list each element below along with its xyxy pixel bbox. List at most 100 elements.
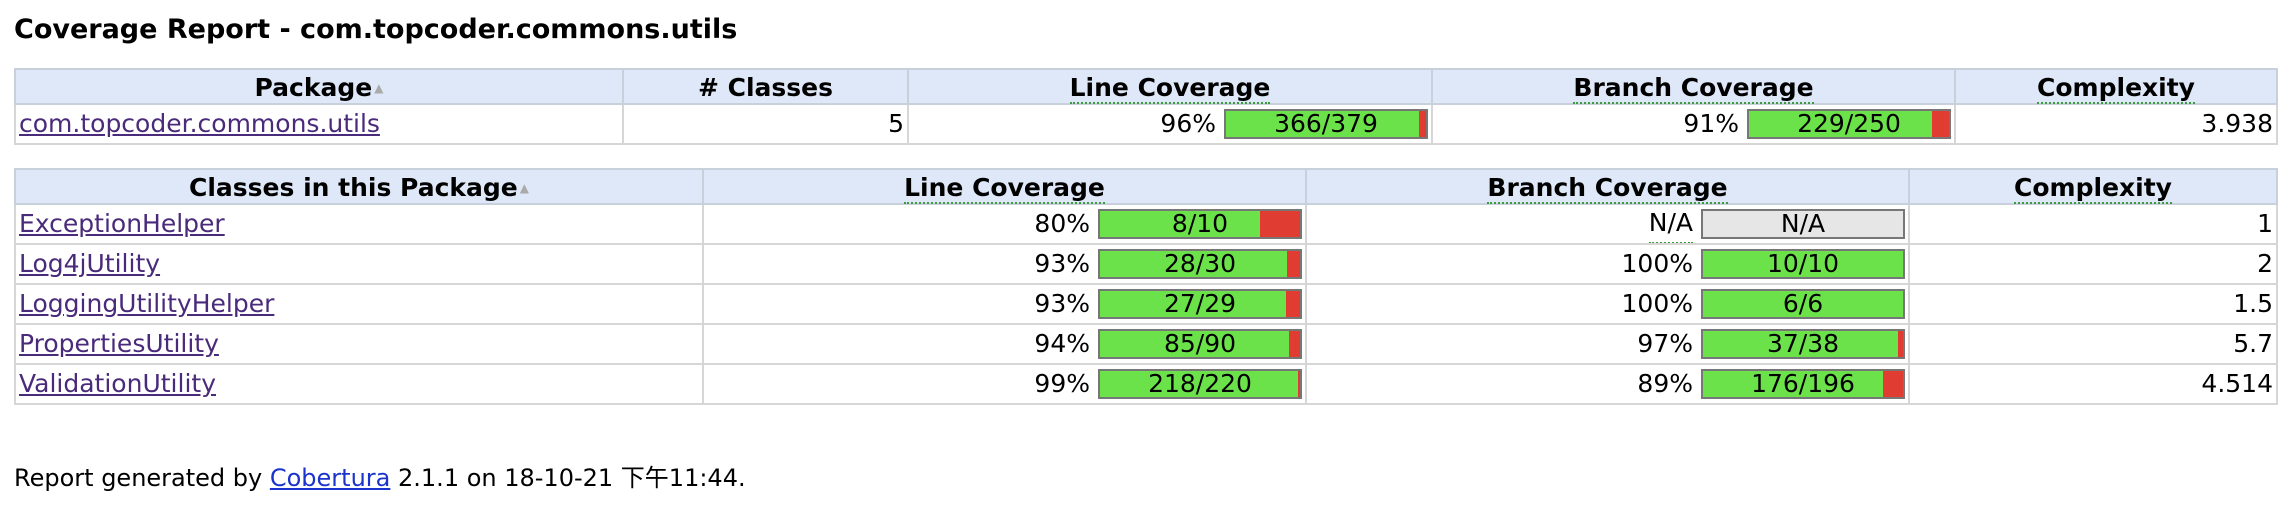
class-branch-coverage: 100% 10/10 bbox=[1305, 243, 1910, 285]
class-complexity: 4.514 bbox=[1908, 363, 2278, 405]
table-row: LoggingUtilityHelper 93% 27/29 100% 6/6 1.5 bbox=[14, 283, 2278, 325]
package-row: com.topcoder.commons.utils 5 96% 366/379… bbox=[14, 103, 2278, 145]
package-branch-coverage: 91% 229/250 bbox=[1431, 103, 1956, 145]
class-complexity: 2 bbox=[1908, 243, 2278, 285]
class-line-coverage: 99% 218/220 bbox=[702, 363, 1307, 405]
class-line-coverage: 94% 85/90 bbox=[702, 323, 1307, 365]
page-title: Coverage Report - com.topcoder.commons.u… bbox=[14, 14, 738, 45]
branch-coverage-percent: 97% bbox=[1637, 329, 1693, 358]
class-branch-coverage: 97% 37/38 bbox=[1305, 323, 1910, 365]
package-summary-table: Package ▲ # Classes Line Coverage Branch … bbox=[14, 68, 2278, 145]
branch-coverage-ratio: 229/250 bbox=[1797, 109, 1901, 138]
class-complexity: 5.7 bbox=[1908, 323, 2278, 365]
line-coverage-ratio: 8/10 bbox=[1171, 209, 1229, 238]
class-name-cell: LoggingUtilityHelper bbox=[14, 283, 704, 325]
header-classes-count[interactable]: # Classes bbox=[622, 68, 909, 105]
table-row: PropertiesUtility 94% 85/90 97% 37/38 5.7 bbox=[14, 323, 2278, 365]
branch-coverage-ratio: N/A bbox=[1780, 209, 1826, 238]
package-classes-count: 5 bbox=[622, 103, 909, 145]
class-table-header: Classes in this Package ▲ Line Coverage B… bbox=[14, 168, 2278, 205]
line-coverage-bar: 27/29 bbox=[1098, 289, 1302, 319]
line-coverage-bar: 366/379 bbox=[1224, 109, 1428, 139]
line-coverage-percent: 94% bbox=[1034, 329, 1090, 358]
line-coverage-bar: 85/90 bbox=[1098, 329, 1302, 359]
line-coverage-bar: 28/30 bbox=[1098, 249, 1302, 279]
branch-coverage-percent: 89% bbox=[1637, 369, 1693, 398]
header-package[interactable]: Package ▲ bbox=[14, 68, 624, 105]
line-coverage-ratio: 85/90 bbox=[1163, 329, 1237, 358]
branch-coverage-bar: 6/6 bbox=[1701, 289, 1905, 319]
header-complexity[interactable]: Complexity bbox=[1954, 68, 2278, 105]
line-coverage-ratio: 27/29 bbox=[1163, 289, 1237, 318]
header-line-coverage[interactable]: Line Coverage bbox=[702, 168, 1307, 205]
header-line-coverage[interactable]: Line Coverage bbox=[907, 68, 1433, 105]
class-complexity: 1 bbox=[1908, 203, 2278, 245]
class-link[interactable]: ExceptionHelper bbox=[19, 209, 225, 238]
class-link[interactable]: ValidationUtility bbox=[19, 369, 216, 398]
class-line-coverage: 80% 8/10 bbox=[702, 203, 1307, 245]
class-link[interactable]: LoggingUtilityHelper bbox=[19, 289, 275, 318]
class-name-cell: ValidationUtility bbox=[14, 363, 704, 405]
branch-coverage-bar: 229/250 bbox=[1747, 109, 1951, 139]
header-branch-coverage[interactable]: Branch Coverage bbox=[1305, 168, 1910, 205]
branch-coverage-ratio: 176/196 bbox=[1751, 369, 1855, 398]
class-name-cell: Log4jUtility bbox=[14, 243, 704, 285]
line-coverage-percent: 99% bbox=[1034, 369, 1090, 398]
header-branch-coverage-label: Branch Coverage bbox=[1487, 173, 1728, 204]
class-name-cell: ExceptionHelper bbox=[14, 203, 704, 245]
package-name-cell: com.topcoder.commons.utils bbox=[14, 103, 624, 145]
table-row: ValidationUtility 99% 218/220 89% 176/196 4.5… bbox=[14, 363, 2278, 405]
line-coverage-bar: 218/220 bbox=[1098, 369, 1302, 399]
branch-coverage-percent: N/A bbox=[1649, 206, 1693, 242]
line-coverage-bar: 8/10 bbox=[1098, 209, 1302, 239]
table-row: Log4jUtility 93% 28/30 100% 10/10 2 bbox=[14, 243, 2278, 285]
footer-prefix: Report generated by bbox=[14, 464, 263, 492]
class-link[interactable]: Log4jUtility bbox=[19, 249, 161, 278]
header-classes-label: Classes in this Package bbox=[189, 173, 518, 202]
branch-coverage-ratio: 10/10 bbox=[1766, 249, 1840, 278]
header-classes-in-package[interactable]: Classes in this Package ▲ bbox=[14, 168, 704, 205]
branch-coverage-ratio: 6/6 bbox=[1782, 289, 1824, 318]
line-coverage-ratio: 366/379 bbox=[1274, 109, 1378, 138]
header-package-label: Package bbox=[254, 73, 373, 102]
class-branch-coverage: N/A N/A bbox=[1305, 203, 1910, 245]
line-coverage-percent: 80% bbox=[1034, 209, 1090, 238]
class-coverage-table: Classes in this Package ▲ Line Coverage B… bbox=[14, 168, 2278, 405]
package-complexity: 3.938 bbox=[1954, 103, 2278, 145]
sort-arrow-icon: ▲ bbox=[519, 181, 529, 195]
class-line-coverage: 93% 28/30 bbox=[702, 243, 1307, 285]
line-coverage-percent: 93% bbox=[1034, 249, 1090, 278]
branch-coverage-bar: 37/38 bbox=[1701, 329, 1905, 359]
header-line-coverage-label: Line Coverage bbox=[1069, 73, 1271, 104]
header-line-coverage-label: Line Coverage bbox=[904, 173, 1105, 204]
header-complexity-label: Complexity bbox=[2037, 73, 2195, 104]
header-branch-coverage[interactable]: Branch Coverage bbox=[1431, 68, 1956, 105]
line-coverage-ratio: 28/30 bbox=[1163, 249, 1237, 278]
line-coverage-ratio: 218/220 bbox=[1148, 369, 1252, 398]
branch-coverage-bar: 10/10 bbox=[1701, 249, 1905, 279]
class-branch-coverage: 100% 6/6 bbox=[1305, 283, 1910, 325]
table-row: ExceptionHelper 80% 8/10 N/A N/A 1 bbox=[14, 203, 2278, 245]
branch-coverage-percent: 91% bbox=[1683, 109, 1739, 138]
class-complexity: 1.5 bbox=[1908, 283, 2278, 325]
footer-suffix: 2.1.1 on 18-10-21 下午11:44. bbox=[398, 464, 746, 492]
header-complexity-label: Complexity bbox=[2014, 173, 2172, 204]
header-branch-coverage-label: Branch Coverage bbox=[1573, 73, 1814, 104]
branch-coverage-bar: N/A bbox=[1701, 209, 1905, 239]
branch-coverage-ratio: 37/38 bbox=[1766, 329, 1840, 358]
sort-arrow-icon: ▲ bbox=[374, 81, 384, 95]
branch-coverage-bar: 176/196 bbox=[1701, 369, 1905, 399]
header-complexity[interactable]: Complexity bbox=[1908, 168, 2278, 205]
class-branch-coverage: 89% 176/196 bbox=[1305, 363, 1910, 405]
class-name-cell: PropertiesUtility bbox=[14, 323, 704, 365]
package-table-header: Package ▲ # Classes Line Coverage Branch … bbox=[14, 68, 2278, 105]
branch-coverage-percent: 100% bbox=[1621, 289, 1693, 318]
class-line-coverage: 93% 27/29 bbox=[702, 283, 1307, 325]
cobertura-link[interactable]: Cobertura bbox=[269, 464, 391, 492]
class-link[interactable]: PropertiesUtility bbox=[19, 329, 219, 358]
line-coverage-percent: 93% bbox=[1034, 289, 1090, 318]
package-link[interactable]: com.topcoder.commons.utils bbox=[19, 109, 380, 138]
report-footer: Report generated by Cobertura 2.1.1 on 1… bbox=[14, 463, 746, 493]
line-coverage-percent: 96% bbox=[1160, 109, 1216, 138]
package-line-coverage: 96% 366/379 bbox=[907, 103, 1433, 145]
